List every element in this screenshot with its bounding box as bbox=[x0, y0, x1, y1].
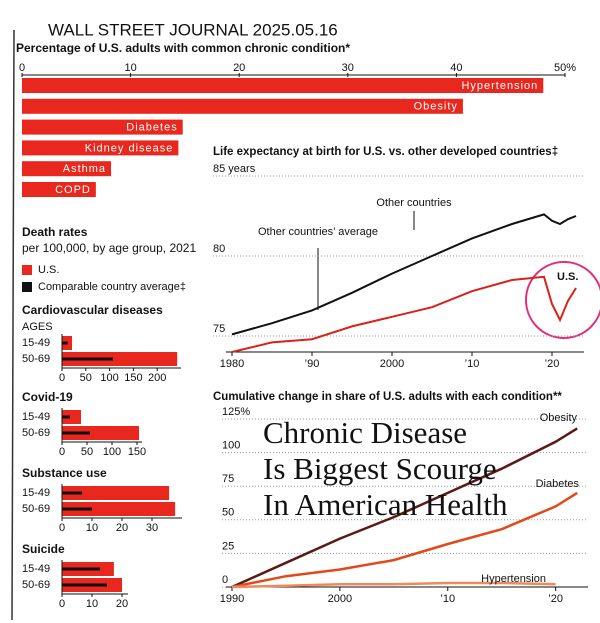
y-tick-label: 15-49 bbox=[22, 487, 50, 499]
series-label: Hypertension bbox=[481, 573, 546, 585]
line-series bbox=[231, 213, 577, 336]
x-tick-label: 200 bbox=[148, 372, 166, 384]
highlight-circle bbox=[525, 261, 600, 339]
bar-label: Diabetes bbox=[126, 122, 177, 134]
bar-label: COPD bbox=[55, 184, 91, 196]
x-tick-label: 10 bbox=[86, 598, 98, 610]
y-tick-label: 75 bbox=[213, 323, 225, 335]
header: WALL STREET JOURNAL 2025.05.16 bbox=[48, 20, 338, 39]
line-series bbox=[231, 427, 578, 589]
y-tick-label: 125% bbox=[222, 406, 250, 418]
x-tick-label: ’90 bbox=[305, 358, 320, 370]
y-tick-label: 15-49 bbox=[22, 411, 50, 423]
legend-swatch bbox=[22, 265, 32, 275]
x-tick-label: 10 bbox=[86, 522, 98, 534]
y-tick-label: 100 bbox=[222, 440, 240, 452]
x-tick-label: ’20 bbox=[545, 358, 560, 370]
x-tick-label: 20 bbox=[116, 598, 128, 610]
bar bbox=[62, 352, 178, 366]
bar-label: Asthma bbox=[63, 163, 106, 175]
x-tick-label: 150 bbox=[124, 372, 142, 384]
headline-line: Chronic Disease bbox=[263, 415, 467, 450]
category-label: AGES bbox=[22, 321, 53, 333]
bar-label: Hypertension bbox=[461, 80, 538, 92]
x-tick-label: 2000 bbox=[328, 593, 352, 605]
x-tick-label: 150 bbox=[128, 446, 146, 458]
bar bbox=[22, 119, 183, 135]
line-series bbox=[231, 581, 556, 589]
x-tick-label: 100 bbox=[103, 446, 121, 458]
series-label: U.S. bbox=[557, 271, 578, 283]
legend-label: Comparable country average‡ bbox=[38, 281, 186, 293]
x-tick-label: 0 bbox=[59, 372, 65, 384]
x-tick-label: 50 bbox=[80, 372, 92, 384]
y-tick-label: 25 bbox=[222, 540, 234, 552]
bar bbox=[62, 486, 170, 500]
panel-title: Substance use bbox=[22, 466, 107, 480]
y-tick-label: 50-69 bbox=[22, 503, 50, 515]
x-tick-label: 50 bbox=[81, 446, 93, 458]
x-tick-label: 50% bbox=[554, 62, 576, 74]
x-tick-label: ’20 bbox=[548, 593, 563, 605]
y-tick-label: 15-49 bbox=[22, 563, 50, 575]
panel-title: Covid-19 bbox=[22, 390, 73, 404]
chart-title: Percentage of U.S. adults with common ch… bbox=[16, 41, 350, 55]
y-tick-label: 50-69 bbox=[22, 427, 50, 439]
bar-label: Obesity bbox=[414, 101, 458, 113]
y-tick-label: 85 years bbox=[213, 163, 256, 175]
bar-label: Kidney disease bbox=[85, 142, 174, 154]
bar bbox=[62, 426, 139, 440]
legend-label: U.S. bbox=[38, 264, 59, 276]
chart-title: Life expectancy at birth for U.S. vs. ot… bbox=[213, 146, 558, 158]
line-series bbox=[231, 275, 577, 353]
series-label: Obesity bbox=[540, 412, 578, 424]
bar bbox=[22, 161, 112, 177]
x-tick-label: 20 bbox=[233, 62, 245, 74]
chart-title: Cumulative change in share of U.S. adult… bbox=[213, 391, 562, 403]
y-tick-label: 80 bbox=[213, 243, 225, 255]
page-edge bbox=[11, 29, 15, 621]
bar bbox=[22, 78, 544, 93]
x-tick-label: 30 bbox=[342, 62, 354, 74]
y-tick-label: 0 bbox=[222, 574, 228, 586]
x-tick-label: 0 bbox=[59, 598, 65, 610]
x-tick-label: 1990 bbox=[220, 593, 244, 605]
y-tick-label: 50-69 bbox=[22, 353, 50, 365]
x-tick-label: 2000 bbox=[380, 358, 404, 370]
y-tick-label: 15-49 bbox=[22, 337, 50, 349]
x-tick-label: 0 bbox=[19, 62, 25, 74]
panel-title: Cardiovascular diseases bbox=[22, 303, 163, 317]
x-tick-label: 10 bbox=[124, 62, 136, 74]
x-tick-label: 0 bbox=[59, 446, 65, 458]
line-series bbox=[231, 491, 578, 589]
x-tick-label: 20 bbox=[116, 522, 128, 534]
headline-line: In American Health bbox=[263, 487, 508, 522]
bar bbox=[22, 140, 179, 156]
x-tick-label: 100 bbox=[100, 372, 118, 384]
legend-swatch bbox=[22, 282, 32, 292]
y-tick-label: 50-69 bbox=[22, 579, 50, 591]
series-label: Diabetes bbox=[536, 478, 580, 490]
y-tick-label: 75 bbox=[222, 473, 234, 485]
chart-title: Death rates bbox=[22, 225, 88, 239]
series-label: Other countries’ average bbox=[258, 226, 378, 238]
headline-line: Is Biggest Scourge bbox=[263, 451, 497, 486]
x-tick-label: 30 bbox=[146, 522, 158, 534]
y-tick-label: 50 bbox=[222, 507, 234, 519]
panel-title: Suicide bbox=[22, 542, 65, 556]
bar bbox=[62, 502, 176, 516]
x-tick-label: 40 bbox=[450, 62, 462, 74]
chart-subtitle: per 100,000, by age group, 2021 bbox=[22, 241, 196, 255]
x-tick-label: 0 bbox=[59, 522, 65, 534]
bar bbox=[62, 410, 81, 424]
x-tick-label: 1980 bbox=[220, 358, 244, 370]
x-tick-label: ’10 bbox=[465, 358, 480, 370]
x-tick-label: ’10 bbox=[440, 593, 455, 605]
bar bbox=[22, 182, 96, 197]
annotation: Other countries bbox=[376, 197, 452, 209]
bar bbox=[22, 98, 463, 114]
